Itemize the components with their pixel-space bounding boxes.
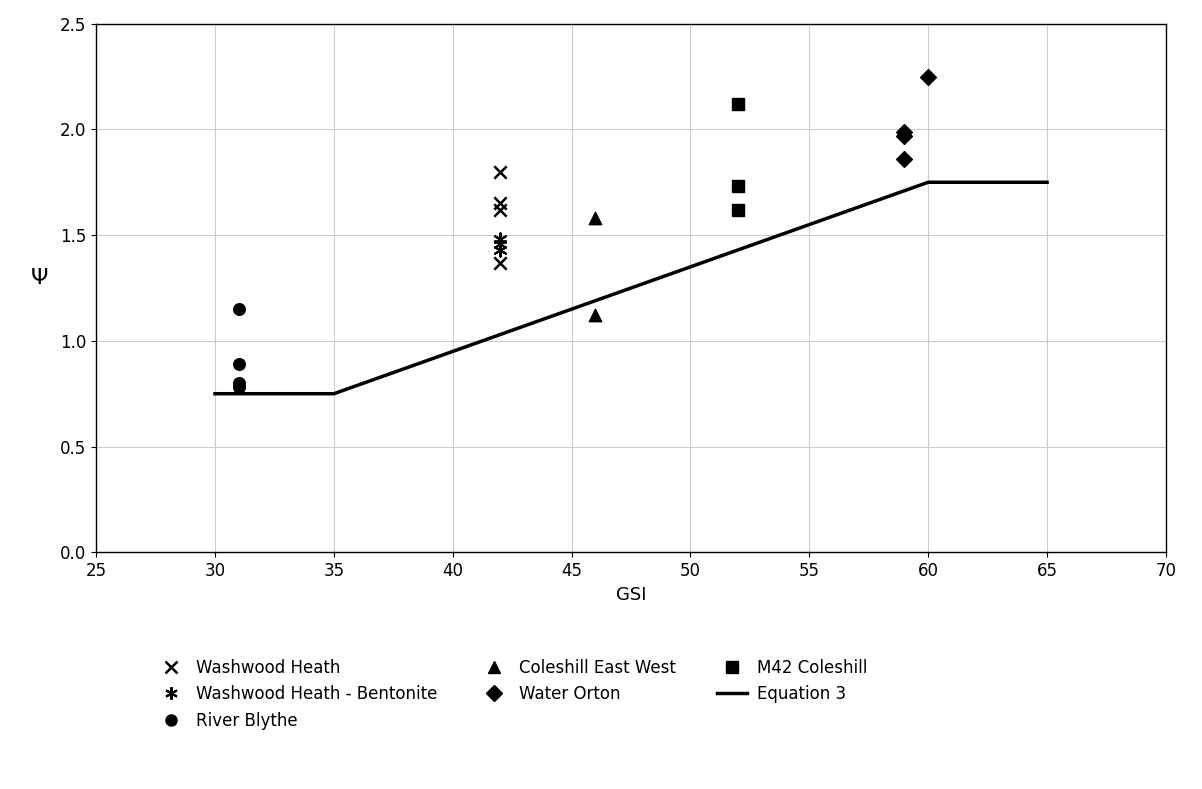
Point — [728, 98, 748, 110]
Point — [728, 204, 748, 216]
Point — [490, 166, 510, 178]
Point — [585, 212, 605, 225]
Y-axis label: Ψ: Ψ — [30, 268, 48, 288]
Point — [585, 309, 605, 322]
Point — [490, 237, 510, 250]
Point — [490, 233, 510, 245]
X-axis label: GSI: GSI — [615, 585, 647, 604]
Legend: Washwood Heath, Washwood Heath - Bentonite, River Blythe, Coleshill East West, W: Washwood Heath, Washwood Heath - Bentoni… — [148, 650, 876, 738]
Point — [490, 256, 510, 269]
Point — [728, 180, 748, 193]
Point — [230, 381, 249, 394]
Point — [894, 129, 914, 142]
Point — [894, 125, 914, 138]
Point — [490, 244, 510, 256]
Point — [490, 204, 510, 216]
Point — [230, 377, 249, 390]
Point — [230, 303, 249, 316]
Point — [490, 197, 510, 210]
Point — [918, 70, 938, 83]
Point — [230, 357, 249, 370]
Point — [894, 153, 914, 166]
